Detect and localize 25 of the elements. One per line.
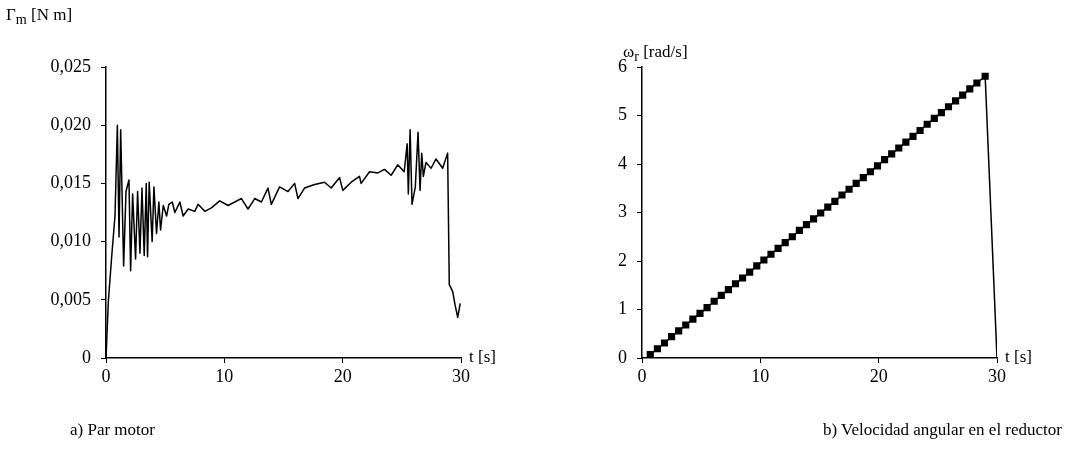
y-tick-label: 0,025 [50,55,91,76]
y-tick-label: 0 [618,346,627,367]
x-tick-label: 20 [869,365,888,386]
y-tick-label: 0,010 [50,230,91,251]
text: a) Par motor [70,420,155,440]
y-tick-label: 5 [618,104,627,125]
y-tick-label: 0,020 [50,113,91,134]
y-tick-label: 3 [618,201,627,222]
x-tick-label: 10 [215,365,234,386]
x-tick-label: 30 [452,365,470,386]
y-tick-label: 0 [82,346,91,367]
y-tick-label: 0,015 [50,172,91,193]
y-tick-label: 0,005 [50,288,91,309]
y-tick-label: 2 [618,249,627,270]
x-tick-label: 0 [101,365,111,386]
y-tick-label: 1 [618,298,627,319]
x-axis-title: t [s] [469,347,496,367]
y-axis-title: Γ$_{m}$ [N m] [6,5,73,29]
x-axis-title: t [s] [1005,347,1032,367]
x-tick-label: 30 [988,365,1006,386]
text: b) Velocidad angular en el reductor [823,420,1063,440]
y-tick-label: 4 [618,152,627,173]
x-tick-label: 0 [637,365,647,386]
x-tick-label: 10 [751,365,770,386]
x-tick-label: 20 [333,365,352,386]
